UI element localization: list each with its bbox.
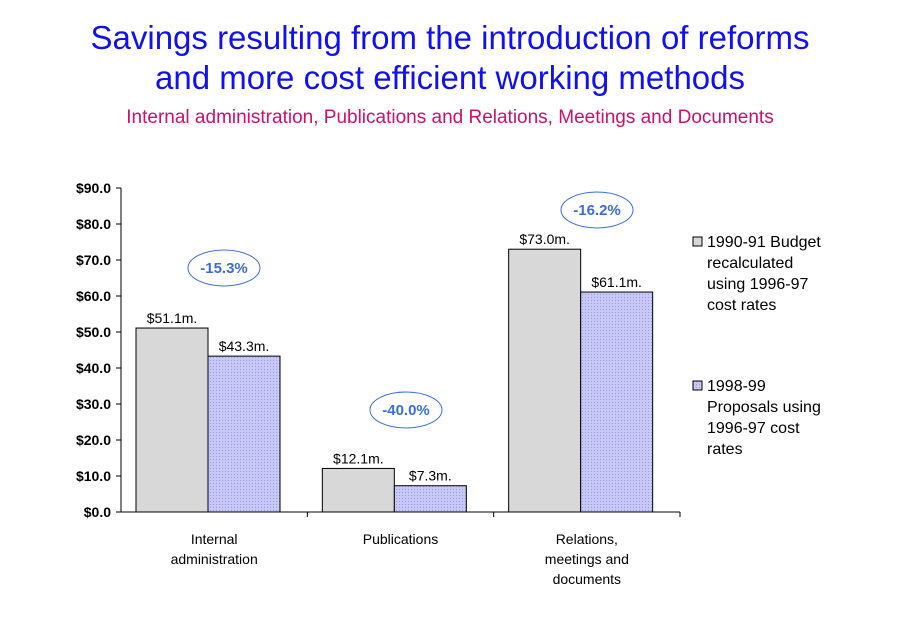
percent-change-label: -15.3% <box>200 260 248 277</box>
annotation-ellipse <box>187 249 261 287</box>
legend-swatch <box>692 236 703 247</box>
legend: 1990-91 Budget recalculated using 1996-97 c… <box>692 234 821 458</box>
annotation-ellipse <box>369 391 443 429</box>
legend-label: 1996-97 cost <box>707 420 800 437</box>
data-labels: $51.1m. $43.3m. $12.1m. $7.3m. $73.0m. $61.1m… <box>147 231 642 484</box>
x-category-label: administration <box>171 551 258 567</box>
legend-label: 1990-91 Budget <box>707 234 821 251</box>
y-tick-label: $70.0 <box>76 252 111 268</box>
bar <box>580 291 654 513</box>
y-tick-label: $50.0 <box>76 324 111 340</box>
legend-label: using 1996-97 <box>707 276 809 293</box>
y-tick-label: $20.0 <box>76 432 111 448</box>
x-category-label: Publications <box>363 531 439 547</box>
x-category-label: Internal <box>191 531 238 547</box>
bar-value-label: $73.0m. <box>519 231 570 247</box>
bar <box>393 485 467 513</box>
bar-value-label: $43.3m. <box>219 338 270 354</box>
legend-label: Proposals using <box>707 399 821 416</box>
chart-title-line-1: Savings resulting from the introduction … <box>90 19 810 56</box>
legend-label: recalculated <box>707 255 793 272</box>
legend-swatch <box>692 380 703 391</box>
x-category-label: documents <box>553 571 621 587</box>
x-category-label: Relations, <box>556 531 618 547</box>
legend-label: 1998-99 <box>707 378 766 395</box>
bar-value-label: $7.3m. <box>409 468 452 484</box>
bar <box>508 248 582 513</box>
bar-value-label: $51.1m. <box>147 310 198 326</box>
legend-label: cost rates <box>707 297 776 314</box>
axes: $0.0 $10.0 $20.0 $30.0 $40.0 $50.0 $60.0 $70.0 $… <box>76 180 681 587</box>
bars <box>135 248 654 513</box>
percent-change-label: -16.2% <box>573 202 621 219</box>
chart-subtitle: Internal administration, Publications an… <box>126 107 774 128</box>
y-tick-label: $30.0 <box>76 396 111 412</box>
y-tick-label: $80.0 <box>76 216 111 232</box>
bar <box>207 355 281 513</box>
y-tick-label: $60.0 <box>76 288 111 304</box>
annotations: -15.3% -40.0% -16.2% <box>187 191 634 429</box>
bar <box>321 467 395 513</box>
annotation-ellipse <box>560 191 634 229</box>
x-category-label: meetings and <box>545 551 629 567</box>
bar-value-label: $61.1m. <box>591 274 642 290</box>
chart-title-line-2: and more cost efficient working methods <box>154 59 746 96</box>
legend-label: rates <box>707 441 743 458</box>
y-tick-label: $10.0 <box>76 468 111 484</box>
percent-change-label: -40.0% <box>382 402 430 419</box>
y-tick-label: $0.0 <box>84 504 111 520</box>
y-tick-label: $90.0 <box>76 180 111 196</box>
bar-value-label: $12.1m. <box>333 450 384 466</box>
bar <box>135 327 209 513</box>
y-tick-label: $40.0 <box>76 360 111 376</box>
